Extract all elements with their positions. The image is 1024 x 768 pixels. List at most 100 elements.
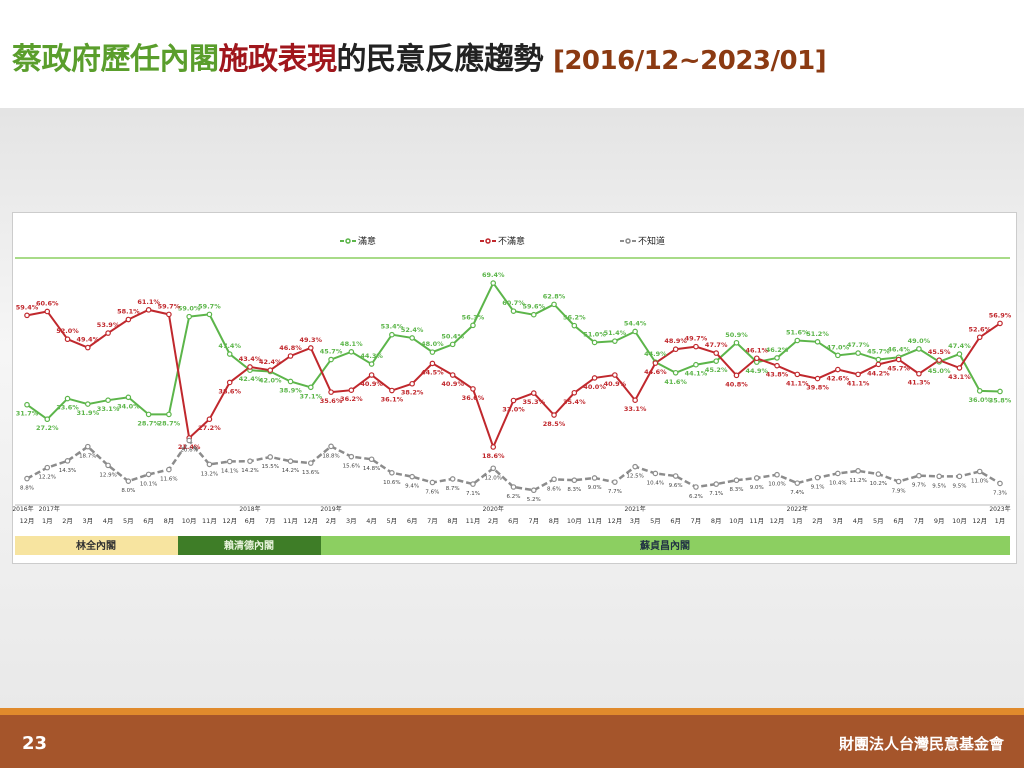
point <box>753 355 760 362</box>
data-label: 62.8% <box>543 292 566 300</box>
point <box>44 464 51 471</box>
cabinet-label: 賴清德內閣 <box>223 539 274 552</box>
data-label: 50.4% <box>441 332 464 340</box>
data-label: 33.1% <box>97 405 120 413</box>
data-label: 33.1% <box>624 405 647 413</box>
data-label: 12.5% <box>626 474 643 480</box>
point <box>997 388 1003 395</box>
data-label: 11.0% <box>971 479 988 485</box>
point <box>328 389 334 395</box>
point <box>64 395 71 402</box>
point <box>348 387 355 393</box>
data-label: 46.8% <box>279 344 302 352</box>
point <box>956 473 963 480</box>
title-part: 施政表現 <box>218 42 338 77</box>
data-label: 9.4% <box>405 484 419 490</box>
point <box>24 312 30 319</box>
point <box>449 341 456 348</box>
x-tick-label: 2月 <box>812 517 823 525</box>
data-label: 7.1% <box>466 491 480 497</box>
data-label: 44.5% <box>421 368 444 376</box>
x-tick-label: 6月 <box>893 517 904 525</box>
data-label: 7.7% <box>608 489 622 495</box>
x-tick-label: 2月 <box>62 517 73 525</box>
data-label: 9.7% <box>912 483 926 489</box>
data-label: 12.2% <box>39 475 56 481</box>
data-label: 50.9% <box>725 331 748 339</box>
point <box>835 352 841 359</box>
x-tick-label: 12月 <box>303 517 318 525</box>
point <box>612 372 618 378</box>
point <box>206 461 213 468</box>
x-tick-label: 12月 <box>972 517 987 525</box>
data-label: 45.0% <box>928 367 951 375</box>
data-label: 8.0% <box>121 488 135 494</box>
data-label: 11.2% <box>849 478 866 484</box>
point <box>916 370 922 377</box>
data-label: 35.4% <box>563 398 586 406</box>
data-label: 45.7% <box>887 365 910 373</box>
data-label: 48.1% <box>340 340 363 348</box>
point <box>632 463 638 470</box>
point <box>125 394 132 401</box>
data-label: 31.7% <box>16 410 39 418</box>
data-label: 41.1% <box>847 379 870 387</box>
point <box>774 471 780 478</box>
data-label: 33.6% <box>56 404 79 412</box>
point <box>976 334 983 341</box>
x-tick-label: 2月 <box>488 517 499 525</box>
organization: 財團法人台灣民意基金會 <box>838 735 1004 753</box>
title-part: [2016/12~2023/01] <box>552 46 827 76</box>
point <box>652 470 659 477</box>
data-label: 28.7% <box>137 419 160 427</box>
data-label: 5.2% <box>527 497 541 503</box>
data-label: 48.9% <box>664 337 687 345</box>
data-label: 10.6% <box>383 480 400 486</box>
footer: 23 財團法人台灣民意基金會 <box>0 715 1024 768</box>
x-tick-label: 12月 <box>222 517 237 525</box>
data-label: 21.4% <box>178 443 201 451</box>
year-label: 2018年 <box>239 505 260 513</box>
data-label: 40.8% <box>725 380 748 388</box>
point <box>551 301 557 308</box>
point <box>571 389 578 396</box>
data-label: 41.1% <box>786 379 809 387</box>
data-label: 69.4% <box>482 271 505 279</box>
data-label: 41.6% <box>664 378 687 386</box>
x-tick-label: 8月 <box>549 517 560 525</box>
data-label: 11.6% <box>160 477 177 483</box>
point <box>409 335 415 341</box>
point <box>855 350 861 356</box>
x-tick-label: 5月 <box>123 517 134 525</box>
data-label: 37.1% <box>300 392 323 400</box>
point <box>530 390 537 396</box>
point <box>875 471 882 477</box>
data-label: 56.9% <box>989 311 1012 319</box>
point <box>490 280 497 286</box>
point <box>267 367 274 373</box>
data-label: 28.7% <box>158 419 181 427</box>
data-label: 61.1% <box>137 298 160 306</box>
point <box>409 473 415 480</box>
x-tick-label: 8月 <box>447 517 458 525</box>
point <box>287 378 294 385</box>
point <box>470 386 476 392</box>
x-tick-label: 1月 <box>792 517 803 525</box>
x-tick-label: 5月 <box>873 517 884 525</box>
x-tick-label: 10月 <box>567 517 582 525</box>
point <box>85 401 91 407</box>
data-label: 43.4% <box>239 355 262 363</box>
point <box>307 460 314 466</box>
data-label: 9.0% <box>588 485 602 491</box>
data-label: 36.6% <box>462 394 485 402</box>
point <box>24 401 30 408</box>
data-label: 43.1% <box>948 373 971 381</box>
point <box>368 361 375 367</box>
point <box>794 480 801 486</box>
data-label: 45.5% <box>928 348 951 356</box>
year-label: 2023年 <box>989 505 1010 513</box>
point <box>591 339 598 346</box>
point <box>571 322 578 329</box>
